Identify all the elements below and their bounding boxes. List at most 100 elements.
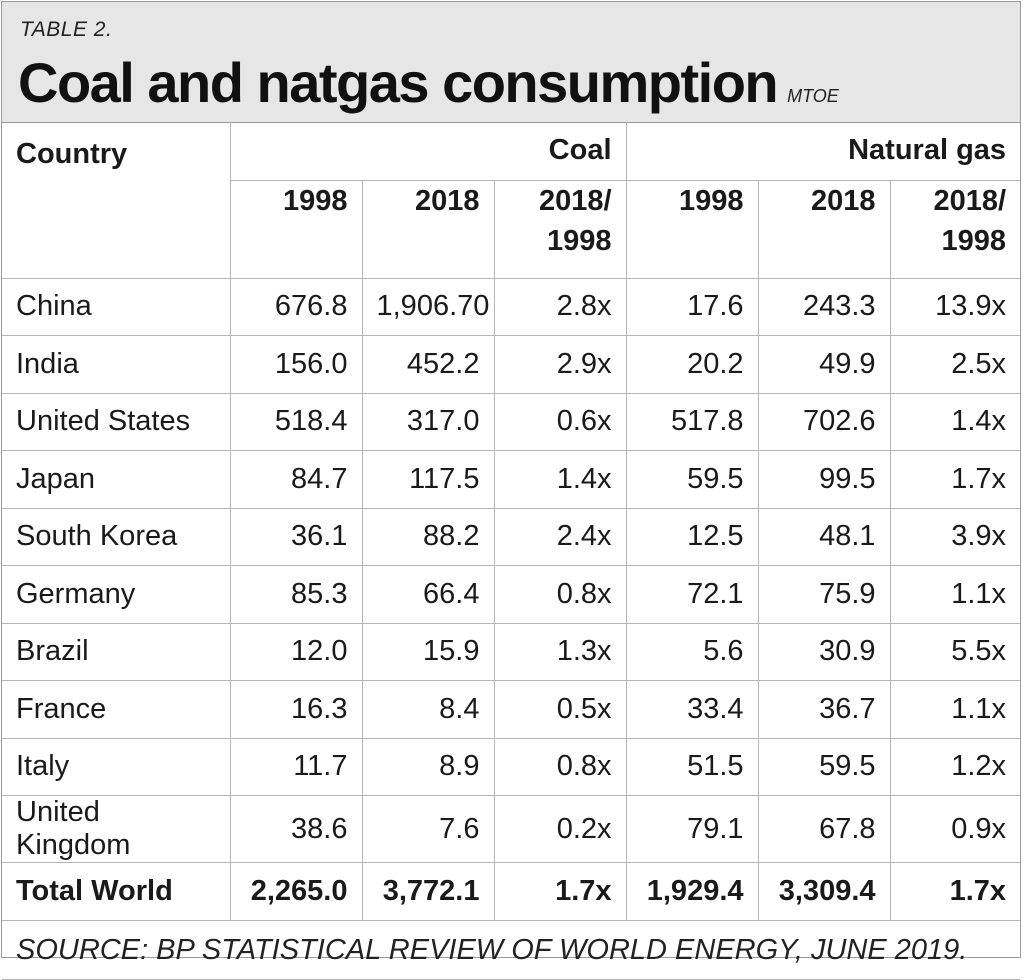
coal-ratio-header: 2018/1998 xyxy=(493,179,627,279)
gas-2018-cell: 67.8 xyxy=(757,795,891,863)
coal-ratio-cell: 1.4x xyxy=(493,450,627,509)
coal-2018-cell: 7.6 xyxy=(361,795,495,863)
coal-2018-cell: 117.5 xyxy=(361,450,495,509)
country-cell: Japan xyxy=(2,450,231,509)
gas-ratio-header-line2: 1998 xyxy=(941,224,1007,257)
gas-2018-cell: 99.5 xyxy=(757,450,891,509)
table-row: United States 518.4 317.0 0.6x 517.8 702.6 1.4… xyxy=(2,392,1021,451)
table-title: Coal and natgas consumption xyxy=(18,51,779,114)
year-header-row: 1998 2018 2018/1998 1998 2018 2018/1998 xyxy=(2,179,1021,279)
coal-2018-cell: 1,906.70 xyxy=(361,277,495,336)
coal-1998-cell: 12.0 xyxy=(229,622,363,681)
coal-2018-cell: 66.4 xyxy=(361,565,495,624)
country-cell: United States xyxy=(2,392,231,451)
source-row: SOURCE: BP STATISTICAL REVIEW OF WORLD E… xyxy=(2,920,1021,980)
gas-2018-cell: 36.7 xyxy=(757,680,891,739)
total-gas-2018-cell: 3,309.4 xyxy=(757,862,891,921)
country-cell: Brazil xyxy=(2,622,231,681)
country-cell: Germany xyxy=(2,565,231,624)
total-coal-2018-cell: 3,772.1 xyxy=(361,862,495,921)
consumption-table: Country Coal Natural gas 1998 2018 2018/… xyxy=(2,122,1021,980)
coal-ratio-cell: 0.8x xyxy=(493,737,627,796)
table-row: United Kingdom 38.6 7.6 0.2x 79.1 67.8 0.9x xyxy=(2,795,1021,863)
gas-ratio-cell: 1.7x xyxy=(889,450,1021,509)
gas-ratio-cell: 5.5x xyxy=(889,622,1021,681)
total-gas-ratio-cell: 1.7x xyxy=(889,862,1021,921)
coal-2018-cell: 88.2 xyxy=(361,507,495,566)
gas-1998-cell: 5.6 xyxy=(625,622,759,681)
gas-ratio-cell: 0.9x xyxy=(889,795,1021,863)
coal-1998-cell: 38.6 xyxy=(229,795,363,863)
country-cell: India xyxy=(2,335,231,394)
coal-2018-cell: 452.2 xyxy=(361,335,495,394)
gas-ratio-cell: 1.1x xyxy=(889,680,1021,739)
gas-ratio-cell: 1.1x xyxy=(889,565,1021,624)
gas-1998-cell: 51.5 xyxy=(625,737,759,796)
coal-2018-cell: 8.4 xyxy=(361,680,495,739)
coal-2018-cell: 8.9 xyxy=(361,737,495,796)
coal-1998-cell: 84.7 xyxy=(229,450,363,509)
table-row: Brazil 12.0 15.9 1.3x 5.6 30.9 5.5x xyxy=(2,622,1021,681)
gas-1998-cell: 12.5 xyxy=(625,507,759,566)
total-coal-ratio-cell: 1.7x xyxy=(493,862,627,921)
total-country-cell: Total World xyxy=(2,862,231,921)
coal-1998-cell: 156.0 xyxy=(229,335,363,394)
gas-1998-cell: 20.2 xyxy=(625,335,759,394)
gas-1998-cell: 33.4 xyxy=(625,680,759,739)
total-gas-1998-cell: 1,929.4 xyxy=(625,862,759,921)
gas-1998-cell: 59.5 xyxy=(625,450,759,509)
gas-1998-cell: 79.1 xyxy=(625,795,759,863)
table-row: South Korea 36.1 88.2 2.4x 12.5 48.1 3.9x xyxy=(2,507,1021,566)
gas-2018-cell: 243.3 xyxy=(757,277,891,336)
gas-ratio-header: 2018/1998 xyxy=(889,179,1021,279)
coal-ratio-header-line2: 1998 xyxy=(547,224,612,257)
gas-2018-cell: 702.6 xyxy=(757,392,891,451)
coal-ratio-cell: 2.9x xyxy=(493,335,627,394)
coal-group-header: Coal xyxy=(229,122,627,181)
gas-2018-header: 2018 xyxy=(757,179,891,279)
gas-ratio-cell: 2.5x xyxy=(889,335,1021,394)
coal-2018-cell: 317.0 xyxy=(361,392,495,451)
table-row: Italy 11.7 8.9 0.8x 51.5 59.5 1.2x xyxy=(2,737,1021,796)
gas-2018-cell: 75.9 xyxy=(757,565,891,624)
table-row: India 156.0 452.2 2.9x 20.2 49.9 2.5x xyxy=(2,335,1021,394)
country-cell: Italy xyxy=(2,737,231,796)
table-row: France 16.3 8.4 0.5x 33.4 36.7 1.1x xyxy=(2,680,1021,739)
coal-ratio-cell: 2.8x xyxy=(493,277,627,336)
coal-1998-cell: 518.4 xyxy=(229,392,363,451)
coal-ratio-cell: 1.3x xyxy=(493,622,627,681)
coal-1998-cell: 16.3 xyxy=(229,680,363,739)
gas-ratio-cell: 1.2x xyxy=(889,737,1021,796)
country-cell: France xyxy=(2,680,231,739)
gas-1998-cell: 517.8 xyxy=(625,392,759,451)
coal-1998-cell: 36.1 xyxy=(229,507,363,566)
gas-1998-cell: 72.1 xyxy=(625,565,759,624)
gas-ratio-cell: 1.4x xyxy=(889,392,1021,451)
gas-2018-cell: 48.1 xyxy=(757,507,891,566)
coal-ratio-cell: 0.2x xyxy=(493,795,627,863)
coal-1998-header: 1998 xyxy=(230,179,363,279)
gas-ratio-cell: 13.9x xyxy=(889,277,1021,336)
coal-2018-header: 2018 xyxy=(361,179,495,279)
coal-1998-cell: 676.8 xyxy=(229,277,363,336)
coal-ratio-cell: 0.8x xyxy=(493,565,627,624)
gas-2018-cell: 49.9 xyxy=(757,335,891,394)
source-note: SOURCE: BP STATISTICAL REVIEW OF WORLD E… xyxy=(2,920,1021,980)
table-number-label: TABLE 2. xyxy=(20,18,113,41)
unit-label: MTOE xyxy=(787,86,839,106)
country-cell: China xyxy=(2,277,231,336)
gas-2018-cell: 30.9 xyxy=(757,622,891,681)
table-row: Japan 84.7 117.5 1.4x 59.5 99.5 1.7x xyxy=(2,450,1021,509)
country-cell: United Kingdom xyxy=(2,795,231,863)
country-column-header: Country xyxy=(2,122,231,279)
gas-ratio-cell: 3.9x xyxy=(889,507,1021,566)
coal-ratio-header-line1: 2018/ xyxy=(538,184,612,217)
gas-1998-cell: 17.6 xyxy=(625,277,759,336)
coal-ratio-cell: 2.4x xyxy=(493,507,627,566)
coal-ratio-cell: 0.6x xyxy=(493,392,627,451)
group-header-row: Country Coal Natural gas xyxy=(2,122,1021,279)
coal-1998-cell: 11.7 xyxy=(229,737,363,796)
natural-gas-group-header: Natural gas xyxy=(625,122,1021,181)
gas-2018-cell: 59.5 xyxy=(757,737,891,796)
